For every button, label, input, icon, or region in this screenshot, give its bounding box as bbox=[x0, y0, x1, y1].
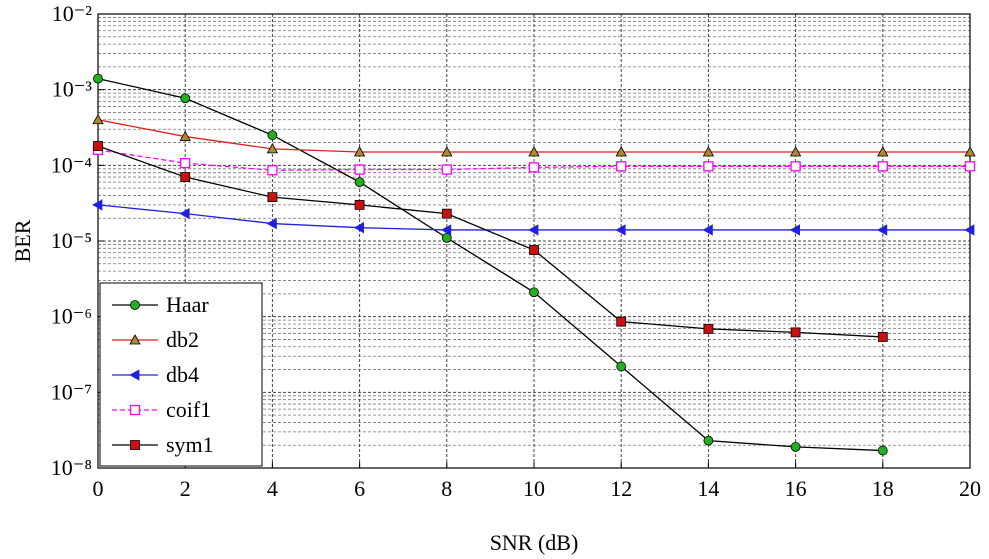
marker bbox=[616, 361, 627, 372]
marker bbox=[266, 143, 279, 154]
marker bbox=[529, 245, 539, 255]
x-tick-label: 4 bbox=[267, 476, 278, 501]
marker bbox=[876, 224, 888, 236]
marker bbox=[180, 157, 191, 169]
marker bbox=[353, 146, 366, 157]
marker bbox=[790, 161, 801, 172]
marker bbox=[129, 369, 140, 381]
marker bbox=[877, 161, 888, 172]
x-axis-label: SNR (dB) bbox=[490, 530, 579, 555]
y-tick-label: 10⁻⁶ bbox=[51, 304, 92, 329]
y-axis-label: BER bbox=[10, 219, 35, 262]
marker bbox=[877, 146, 889, 157]
y-tick-label: 10⁻³ bbox=[52, 77, 93, 102]
legend-label: sym1 bbox=[166, 432, 214, 457]
marker bbox=[179, 207, 190, 220]
marker bbox=[354, 199, 365, 210]
marker bbox=[790, 327, 801, 338]
marker bbox=[179, 130, 191, 141]
x-tick-label: 2 bbox=[180, 476, 191, 501]
marker bbox=[529, 287, 539, 298]
x-tick-label: 10 bbox=[523, 476, 545, 501]
marker bbox=[615, 146, 627, 157]
y-tick-label: 10⁻⁷ bbox=[51, 379, 92, 404]
marker bbox=[441, 164, 452, 175]
marker bbox=[702, 224, 713, 236]
x-tick-label: 12 bbox=[610, 476, 632, 501]
marker bbox=[92, 113, 104, 125]
marker bbox=[354, 164, 365, 175]
x-tick-label: 8 bbox=[441, 476, 452, 501]
marker bbox=[180, 172, 191, 182]
marker bbox=[130, 300, 140, 310]
legend-label: db2 bbox=[166, 327, 199, 352]
marker bbox=[877, 445, 888, 456]
plot-frame bbox=[97, 13, 971, 469]
x-tick-label: 20 bbox=[959, 476, 981, 501]
series-line bbox=[97, 145, 883, 338]
marker bbox=[93, 141, 103, 151]
marker bbox=[703, 323, 714, 334]
legend-label: db4 bbox=[166, 362, 199, 387]
series-line bbox=[97, 77, 883, 452]
legend-box bbox=[99, 282, 263, 467]
marker bbox=[702, 146, 715, 157]
x-tick-label: 14 bbox=[697, 476, 719, 501]
marker bbox=[528, 162, 540, 173]
marker bbox=[441, 208, 452, 219]
marker bbox=[92, 199, 103, 211]
legend-label: Haar bbox=[166, 292, 209, 317]
marker bbox=[964, 224, 975, 236]
marker bbox=[267, 130, 278, 141]
x-tick-label: 6 bbox=[354, 476, 365, 501]
marker bbox=[129, 404, 141, 416]
marker bbox=[129, 334, 141, 345]
x-tick-label: 0 bbox=[93, 476, 104, 501]
marker bbox=[266, 217, 277, 230]
marker bbox=[790, 442, 801, 452]
series-line bbox=[97, 149, 970, 171]
marker bbox=[528, 146, 540, 157]
marker bbox=[616, 161, 627, 172]
marker bbox=[441, 146, 453, 157]
marker bbox=[180, 93, 191, 104]
y-tick-label: 10⁻⁵ bbox=[51, 228, 92, 253]
marker bbox=[616, 316, 627, 327]
y-tick-label: 10⁻² bbox=[52, 1, 93, 26]
marker bbox=[267, 192, 278, 203]
y-tick-label: 10⁻⁴ bbox=[51, 152, 93, 177]
marker bbox=[130, 440, 140, 450]
marker bbox=[703, 435, 714, 446]
marker bbox=[877, 332, 888, 342]
marker bbox=[789, 146, 802, 157]
marker bbox=[615, 224, 626, 236]
marker bbox=[528, 224, 539, 236]
marker bbox=[964, 161, 976, 172]
marker bbox=[703, 161, 714, 172]
marker bbox=[441, 232, 452, 243]
legend-label: coif1 bbox=[166, 397, 211, 422]
y-tick-label: 10⁻⁸ bbox=[51, 455, 92, 480]
x-tick-label: 18 bbox=[872, 476, 894, 501]
marker bbox=[354, 177, 365, 188]
marker bbox=[964, 146, 976, 157]
marker bbox=[353, 221, 365, 234]
x-tick-label: 16 bbox=[785, 476, 807, 501]
marker bbox=[789, 224, 800, 236]
marker bbox=[440, 224, 452, 236]
marker bbox=[93, 73, 103, 84]
marker bbox=[267, 165, 278, 176]
